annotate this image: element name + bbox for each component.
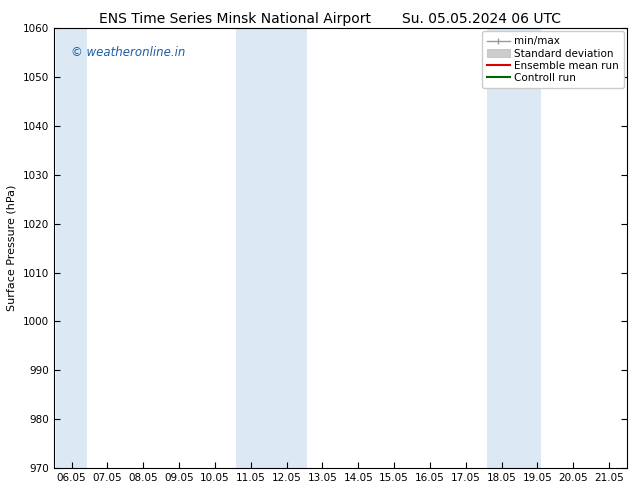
Bar [488, 28, 541, 468]
Bar [56, 28, 87, 468]
Bar [236, 28, 307, 468]
Text: Su. 05.05.2024 06 UTC: Su. 05.05.2024 06 UTC [403, 12, 561, 26]
Y-axis label: Surface Pressure (hPa): Surface Pressure (hPa) [7, 185, 17, 311]
Text: © weatheronline.in: © weatheronline.in [71, 46, 185, 59]
Text: ENS Time Series Minsk National Airport: ENS Time Series Minsk National Airport [98, 12, 371, 26]
Legend: min/max, Standard deviation, Ensemble mean run, Controll run: min/max, Standard deviation, Ensemble me… [482, 31, 624, 88]
